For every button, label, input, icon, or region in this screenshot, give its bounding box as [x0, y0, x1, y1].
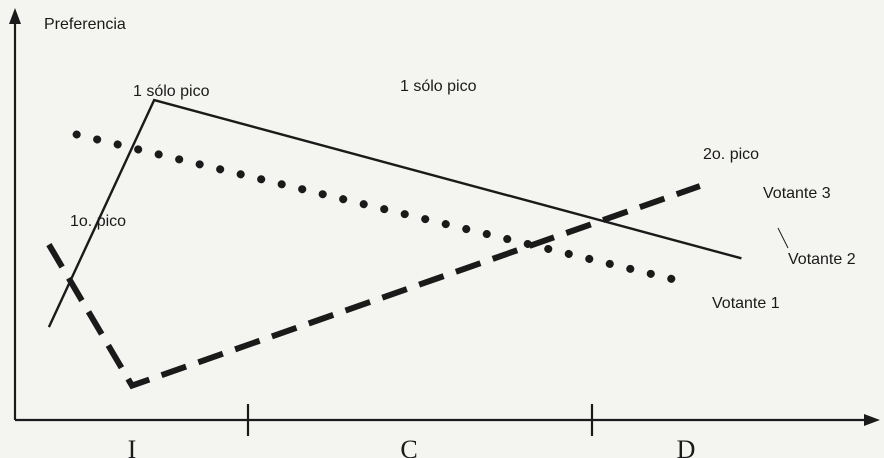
- series-line-votante-2: [47, 98, 742, 328]
- series-layer: [46, 98, 742, 390]
- annotation-labels: Votante 1 Votante 2 Votante 3 1 sólo pico 1 …: [70, 78, 856, 312]
- series-label-votante-3: Votante 3: [763, 185, 831, 202]
- annotation-label: 1 sólo pico: [400, 78, 477, 95]
- y-axis-arrow: [9, 8, 21, 24]
- annotation-label: 1o. pico: [70, 213, 126, 230]
- annotation-label: 1 sólo pico: [133, 83, 210, 100]
- series-line-votante-3: [46, 183, 701, 390]
- axes: [9, 8, 880, 436]
- series-label-votante-1: Votante 1: [712, 295, 780, 312]
- annotation-label: 2o. pico: [703, 146, 759, 163]
- y-axis-label: Preferencia: [44, 16, 126, 33]
- x-tick-label: C: [400, 435, 417, 458]
- x-axis-arrow: [864, 414, 880, 426]
- series-label-votante-2: Votante 2: [788, 251, 856, 268]
- series-line-votante-1: [72, 130, 690, 287]
- x-tick-label: D: [677, 435, 696, 458]
- leader-line: [777, 227, 789, 249]
- x-tick-label: I: [128, 435, 137, 458]
